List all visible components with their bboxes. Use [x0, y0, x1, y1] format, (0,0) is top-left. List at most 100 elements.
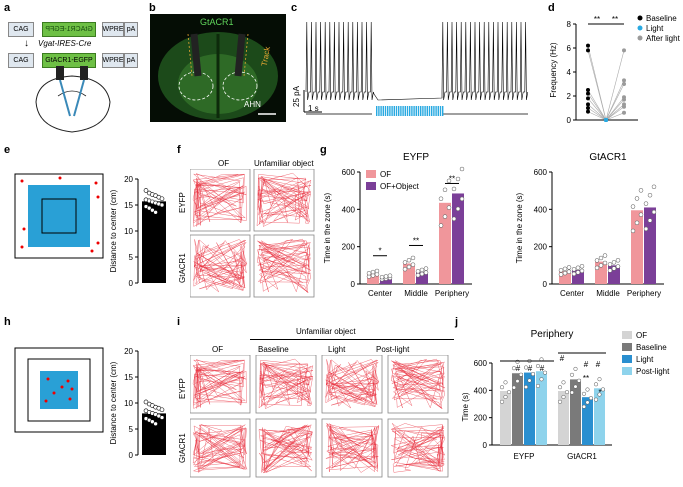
d-point — [622, 82, 626, 86]
j-point — [518, 372, 524, 377]
light-pulse — [395, 106, 398, 116]
h-y-tick-label: 20 — [124, 347, 133, 356]
g-point — [634, 220, 640, 226]
light-pulse — [398, 106, 400, 116]
j-legend-swatch — [622, 331, 632, 339]
g-y-tick-label: 600 — [534, 168, 548, 177]
d-pair-line — [605, 50, 625, 121]
e-y-tick-label: 15 — [124, 201, 133, 210]
light-pulse — [415, 106, 417, 116]
g-point — [370, 269, 376, 275]
light-pulse — [435, 106, 437, 116]
h-y-tick-label: 10 — [124, 399, 133, 408]
g-x-tick-label: Center — [560, 289, 584, 298]
g-point — [651, 184, 657, 190]
d-y-tick-label: 2 — [567, 92, 572, 101]
light-pulse — [376, 106, 378, 116]
light-pulse — [402, 106, 404, 116]
h-point — [159, 407, 165, 413]
d-y-tick-label: 0 — [567, 116, 572, 125]
j-legend-swatch — [622, 367, 632, 375]
d-point — [586, 96, 590, 101]
header-underline — [250, 339, 454, 340]
g-point — [402, 266, 408, 272]
g-point — [410, 262, 416, 267]
g-point — [455, 176, 461, 182]
j-point — [535, 383, 541, 389]
h-point — [153, 421, 158, 427]
row-eyfp-label: EYFP — [178, 192, 187, 213]
light-pulse — [404, 106, 406, 116]
light-pulse — [428, 106, 431, 116]
j-point — [569, 390, 575, 395]
j-bar — [594, 388, 605, 445]
g-point — [459, 196, 465, 202]
panel-label-a: a — [4, 2, 11, 14]
panel-e: 0 5 10 15 20 Distance to center (cm) — [4, 155, 174, 315]
d-pair-line — [587, 93, 607, 121]
g-point — [406, 264, 412, 270]
chart-g: 0 200 400 600 Time in the zone (s) EYFP Center… — [323, 152, 664, 298]
j-point — [600, 387, 606, 392]
g-point — [402, 260, 408, 265]
j-point — [573, 366, 578, 371]
g-sig-label: ** — [413, 236, 419, 245]
j-point — [523, 365, 529, 370]
j-point — [503, 380, 508, 385]
g-point — [442, 187, 448, 193]
j-point — [561, 380, 566, 385]
d-sig-label: ** — [612, 15, 618, 24]
chart-j: Periphery 0 200 400 600 Time (s) EYFP GtACR1 # # #… — [461, 329, 670, 461]
j-point — [511, 366, 517, 371]
panel-label-j: j — [455, 316, 459, 328]
j-point — [561, 394, 566, 400]
g-point — [383, 274, 389, 279]
g-point — [634, 196, 640, 201]
light-pulse — [442, 106, 444, 116]
g-point — [451, 216, 457, 222]
ahn-label: AHN — [244, 100, 261, 109]
pa-box-1: pA — [124, 22, 138, 37]
d-pair-line — [605, 99, 625, 121]
g-point — [611, 266, 617, 271]
panel-label-f: f — [177, 144, 181, 156]
g-title: GtACR1 — [589, 152, 627, 163]
g-x-tick-label: Middle — [404, 289, 428, 298]
j-bar — [558, 391, 569, 445]
i-track-path — [192, 359, 247, 409]
j-bar — [524, 372, 535, 445]
j-point — [503, 394, 508, 400]
patch-clamp-trace — [303, 21, 529, 116]
e-point — [159, 196, 165, 202]
i-track-path — [325, 423, 380, 473]
j-sig-label: # — [540, 364, 545, 373]
g-point — [630, 204, 636, 209]
d-y-tick-label: 4 — [567, 68, 572, 77]
j-point — [557, 385, 563, 390]
j-y-tick-label: 600 — [474, 359, 488, 368]
d-pair-line — [605, 104, 625, 121]
g-point — [438, 196, 444, 201]
trace-line — [305, 21, 529, 101]
g-x-tick-label: Center — [368, 289, 392, 298]
j-point — [597, 392, 602, 397]
i-track-path — [390, 423, 446, 473]
g-point — [579, 263, 585, 269]
row-gtacr1-label: GtACR1 — [178, 253, 187, 283]
d-pair-line — [605, 112, 625, 121]
light-pulse — [391, 106, 393, 116]
h-y-tick-label: 5 — [129, 425, 134, 434]
panel-f-tracks: OF Unfamiliar object EYFP GtACR1 — [178, 155, 318, 315]
g-point — [366, 270, 372, 276]
g-point — [423, 266, 429, 271]
cre-label: Vgat-IRES-Cre — [38, 39, 92, 48]
j-legend-label: Baseline — [636, 343, 667, 352]
e-y-tick-label: 20 — [124, 175, 133, 184]
j-point — [515, 379, 520, 384]
g-point — [374, 268, 380, 274]
g-y-tick-label: 200 — [342, 243, 356, 252]
j-legend-label: OF — [636, 331, 647, 340]
j-sig-label: # — [584, 360, 589, 369]
g-point — [423, 270, 429, 275]
d-point — [586, 102, 590, 107]
